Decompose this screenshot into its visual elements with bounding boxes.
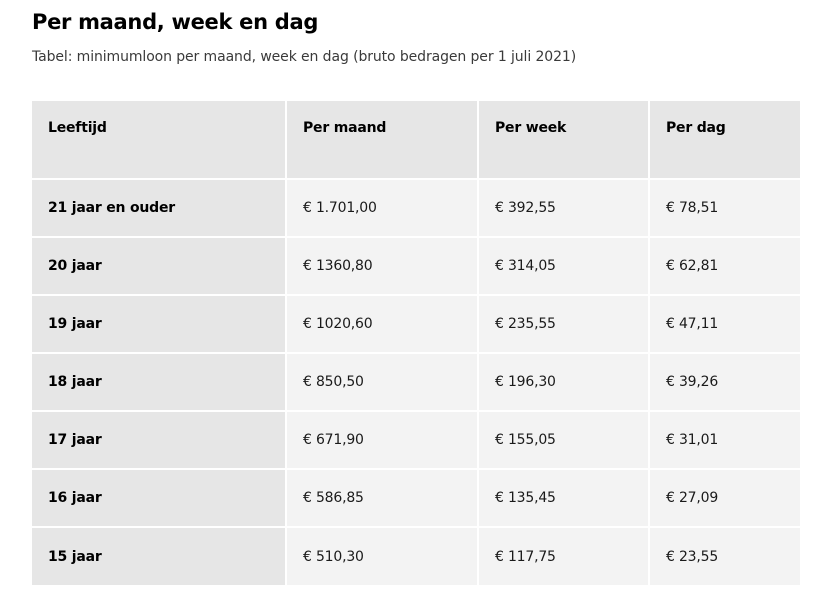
table-row: 16 jaar € 586,85 € 135,45 € 27,09 (32, 468, 800, 528)
per-day-cell: € 39,26 (648, 352, 800, 412)
table-row: 21 jaar en ouder € 1.701,00 € 392,55 € 7… (32, 178, 800, 238)
header-leeftijd: Leeftijd (32, 101, 287, 180)
table-caption: Tabel: minimumloon per maand, week en da… (32, 49, 577, 65)
header-per-maand: Per maand (285, 101, 479, 180)
per-month-cell: € 1.701,00 (285, 178, 479, 238)
table-row: 19 jaar € 1020,60 € 235,55 € 47,11 (32, 294, 800, 354)
per-day-cell: € 47,11 (648, 294, 800, 354)
age-cell: 20 jaar (32, 236, 287, 296)
age-cell: 21 jaar en ouder (32, 178, 287, 238)
age-cell: 18 jaar (32, 352, 287, 412)
minimum-wage-table: Leeftijd Per maand Per week Per dag 21 j… (32, 101, 800, 585)
per-month-cell: € 586,85 (285, 468, 479, 528)
per-week-cell: € 117,75 (477, 526, 650, 585)
header-per-week: Per week (477, 101, 650, 180)
table-row: 20 jaar € 1360,80 € 314,05 € 62,81 (32, 236, 800, 296)
table-row: 18 jaar € 850,50 € 196,30 € 39,26 (32, 352, 800, 412)
page-heading: Per maand, week en dag (32, 10, 319, 34)
per-day-cell: € 27,09 (648, 468, 800, 528)
per-day-cell: € 62,81 (648, 236, 800, 296)
per-week-cell: € 235,55 (477, 294, 650, 354)
table-row: 15 jaar € 510,30 € 117,75 € 23,55 (32, 526, 800, 585)
age-cell: 15 jaar (32, 526, 287, 585)
header-per-dag: Per dag (648, 101, 800, 180)
per-day-cell: € 31,01 (648, 410, 800, 470)
per-day-cell: € 78,51 (648, 178, 800, 238)
per-month-cell: € 510,30 (285, 526, 479, 585)
per-month-cell: € 671,90 (285, 410, 479, 470)
per-week-cell: € 392,55 (477, 178, 650, 238)
table-header-row: Leeftijd Per maand Per week Per dag (32, 101, 800, 180)
per-week-cell: € 196,30 (477, 352, 650, 412)
age-cell: 19 jaar (32, 294, 287, 354)
per-week-cell: € 155,05 (477, 410, 650, 470)
table-row: 17 jaar € 671,90 € 155,05 € 31,01 (32, 410, 800, 470)
per-month-cell: € 1360,80 (285, 236, 479, 296)
per-month-cell: € 1020,60 (285, 294, 479, 354)
per-month-cell: € 850,50 (285, 352, 479, 412)
per-day-cell: € 23,55 (648, 526, 800, 585)
age-cell: 17 jaar (32, 410, 287, 470)
per-week-cell: € 135,45 (477, 468, 650, 528)
age-cell: 16 jaar (32, 468, 287, 528)
per-week-cell: € 314,05 (477, 236, 650, 296)
